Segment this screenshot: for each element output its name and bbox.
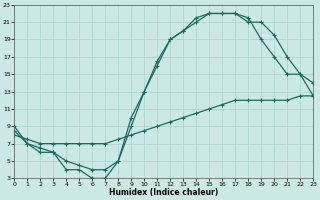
X-axis label: Humidex (Indice chaleur): Humidex (Indice chaleur) bbox=[109, 188, 218, 197]
